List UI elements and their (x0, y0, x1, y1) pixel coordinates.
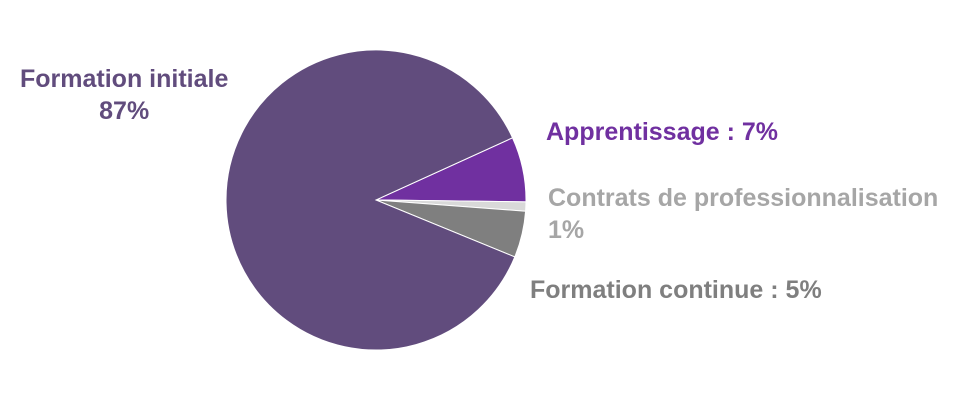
pie-slice-formation-initiale (225, 49, 516, 351)
label-contrats-professionnalisation: Contrats de professionnalisation 1% (548, 182, 938, 246)
label-contrats-value: 1% (548, 216, 585, 244)
label-formation-continue: Formation continue : 5% (530, 276, 822, 304)
label-formation-initiale-value: 87% (99, 97, 150, 125)
label-apprentissage: Apprentissage : 7% (546, 118, 779, 146)
label-contrats-name: Contrats de professionnalisation (548, 184, 939, 212)
label-formation-initiale-name: Formation initiale (20, 65, 229, 93)
label-formation-initiale: Formation initiale 87% (20, 63, 228, 127)
